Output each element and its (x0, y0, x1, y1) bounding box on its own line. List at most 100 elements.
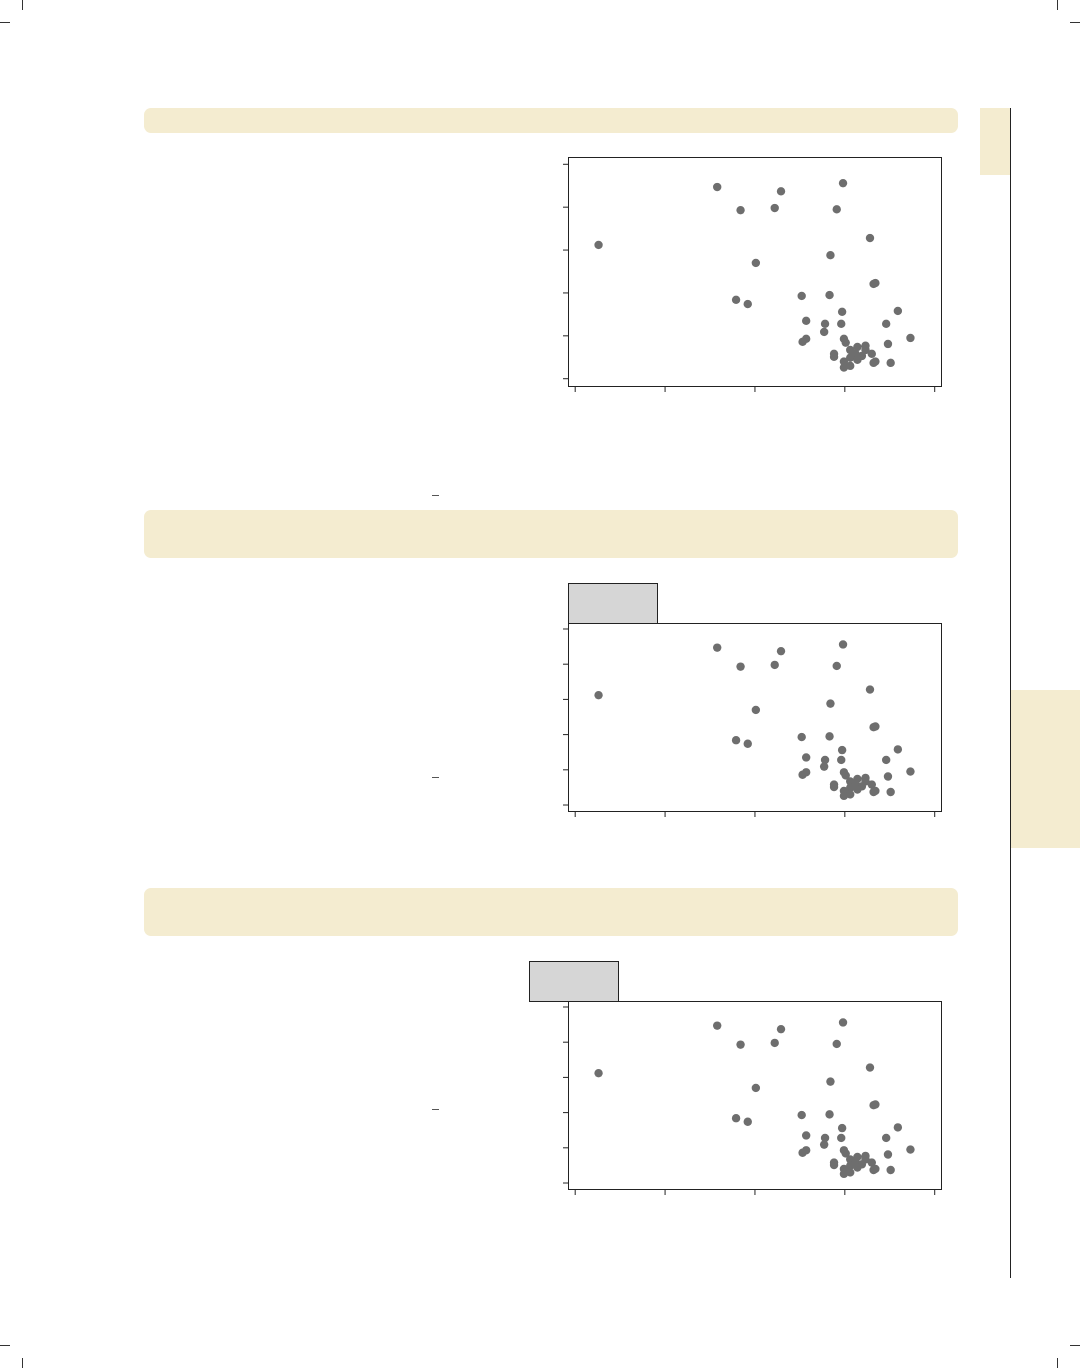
crop-mark (1057, 1358, 1058, 1368)
panel-label-box (529, 961, 619, 1002)
data-point (886, 1165, 895, 1175)
data-point (776, 1024, 786, 1034)
data-point (869, 787, 878, 797)
header-banner-3 (144, 888, 958, 936)
data-point (743, 739, 752, 748)
data-point (893, 745, 903, 754)
data-point (841, 338, 850, 347)
data-point (594, 690, 603, 700)
data-point (837, 1123, 847, 1133)
data-point (846, 1168, 855, 1177)
data-point (865, 233, 875, 243)
crop-mark (22, 0, 23, 10)
data-point (853, 785, 862, 794)
data-point (832, 661, 841, 671)
data-point (839, 357, 849, 366)
data-point (594, 1068, 603, 1078)
data-point (865, 1063, 875, 1072)
data-point (867, 349, 876, 359)
crop-mark (1070, 22, 1080, 23)
data-point (819, 1140, 829, 1149)
header-banner-1 (144, 108, 958, 133)
dash-mark (432, 777, 439, 778)
data-point (906, 333, 915, 343)
data-point (743, 299, 752, 309)
data-point (713, 1021, 722, 1030)
data-point (826, 251, 835, 260)
data-point (770, 203, 779, 213)
data-point (893, 306, 903, 316)
side-tab-chapter (1011, 690, 1080, 848)
data-point (837, 755, 846, 765)
data-point (837, 319, 846, 329)
dash-mark (432, 1109, 439, 1110)
data-point (869, 723, 878, 732)
data-point (731, 736, 741, 745)
data-point (853, 342, 862, 352)
data-point (770, 660, 779, 670)
data-point (846, 361, 855, 371)
data-point (886, 358, 895, 368)
data-point (846, 1161, 855, 1170)
data-point (837, 1133, 846, 1143)
data-point (819, 327, 829, 337)
data-point (798, 337, 807, 347)
data-point (731, 295, 741, 305)
data-point (797, 291, 806, 301)
data-point (881, 755, 891, 765)
crop-mark (0, 22, 10, 23)
data-point (869, 1101, 878, 1110)
data-point (820, 755, 830, 765)
data-point (837, 307, 847, 317)
data-point (736, 205, 745, 215)
data-point (825, 732, 834, 741)
data-point (846, 353, 855, 362)
data-point (713, 182, 722, 192)
data-point (594, 240, 603, 250)
data-point (846, 783, 855, 792)
data-point (798, 1148, 807, 1157)
data-point (829, 782, 839, 792)
data-point (826, 1077, 835, 1086)
data-point (869, 279, 878, 289)
data-point (886, 787, 895, 797)
data-point (798, 770, 807, 779)
data-point (883, 1150, 893, 1159)
data-point (829, 1160, 839, 1170)
data-point (829, 352, 839, 362)
data-point (865, 685, 875, 694)
data-point (881, 319, 891, 329)
data-point (906, 1145, 915, 1154)
data-point (731, 1114, 741, 1123)
data-point (883, 772, 893, 781)
data-point (838, 178, 848, 188)
data-point (883, 339, 893, 349)
data-point (751, 258, 761, 268)
data-point (825, 290, 834, 300)
data-point (838, 1018, 848, 1027)
data-point (820, 319, 830, 329)
data-point (869, 358, 878, 368)
crop-mark (22, 1358, 23, 1368)
data-point (820, 1133, 830, 1143)
data-point (770, 1038, 779, 1048)
crop-mark (0, 1345, 10, 1346)
crop-mark (1057, 0, 1058, 10)
data-point (841, 771, 850, 780)
data-point (801, 1131, 811, 1140)
plot-frame (568, 623, 942, 812)
data-point (853, 1163, 862, 1172)
data-point (846, 790, 855, 799)
dash-mark (432, 495, 439, 496)
plot-frame (568, 1001, 942, 1190)
data-point (867, 1158, 876, 1167)
data-point (839, 791, 849, 801)
data-point (839, 1169, 849, 1179)
data-point (841, 1149, 850, 1158)
data-point (853, 355, 862, 365)
plot-frame (568, 157, 942, 387)
side-tab-top (980, 108, 1010, 175)
data-point (893, 1123, 903, 1132)
panel-label-box (568, 583, 658, 624)
data-point (736, 1040, 745, 1049)
